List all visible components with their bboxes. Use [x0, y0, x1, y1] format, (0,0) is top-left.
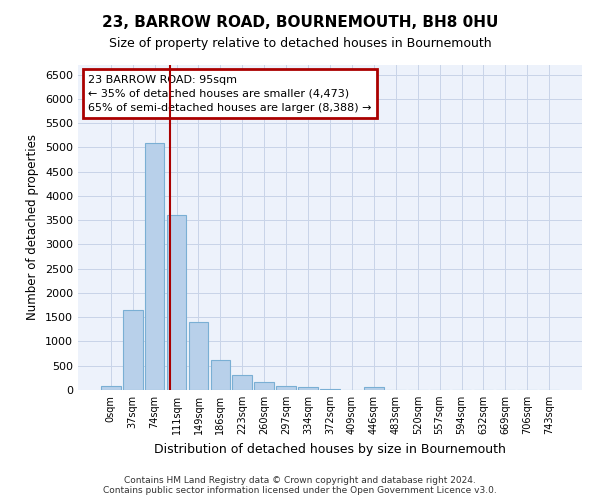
Y-axis label: Number of detached properties: Number of detached properties — [26, 134, 40, 320]
Bar — [232, 375, 252, 390]
Bar — [188, 322, 208, 390]
Bar — [254, 382, 274, 390]
Bar — [101, 386, 121, 390]
Bar — [320, 388, 340, 390]
Text: Contains HM Land Registry data © Crown copyright and database right 2024.
Contai: Contains HM Land Registry data © Crown c… — [103, 476, 497, 495]
X-axis label: Distribution of detached houses by size in Bournemouth: Distribution of detached houses by size … — [154, 442, 506, 456]
Bar — [145, 142, 164, 390]
Bar — [123, 310, 143, 390]
Text: 23 BARROW ROAD: 95sqm
← 35% of detached houses are smaller (4,473)
65% of semi-d: 23 BARROW ROAD: 95sqm ← 35% of detached … — [88, 74, 371, 113]
Bar — [167, 216, 187, 390]
Bar — [364, 387, 384, 390]
Text: Size of property relative to detached houses in Bournemouth: Size of property relative to detached ho… — [109, 38, 491, 51]
Bar — [276, 386, 296, 390]
Bar — [211, 360, 230, 390]
Bar — [298, 388, 318, 390]
Text: 23, BARROW ROAD, BOURNEMOUTH, BH8 0HU: 23, BARROW ROAD, BOURNEMOUTH, BH8 0HU — [102, 15, 498, 30]
